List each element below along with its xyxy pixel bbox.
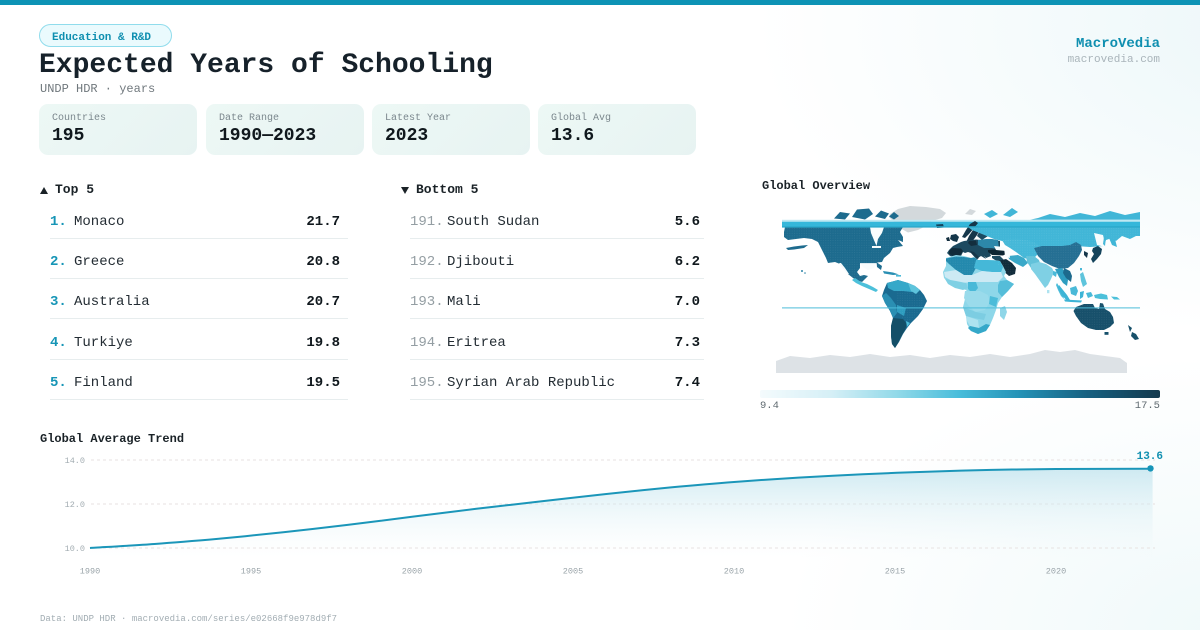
svg-text:1995: 1995 [241, 567, 261, 577]
svg-text:2015: 2015 [885, 567, 905, 577]
svg-text:14.0: 14.0 [65, 456, 85, 466]
svg-text:2010: 2010 [724, 567, 744, 577]
svg-text:13.6: 13.6 [1137, 451, 1163, 463]
svg-text:12.0: 12.0 [65, 500, 85, 510]
svg-text:2020: 2020 [1046, 567, 1066, 577]
svg-text:2005: 2005 [563, 567, 583, 577]
svg-text:10.0: 10.0 [65, 544, 85, 554]
svg-text:2000: 2000 [402, 567, 422, 577]
svg-text:1990: 1990 [80, 567, 100, 577]
